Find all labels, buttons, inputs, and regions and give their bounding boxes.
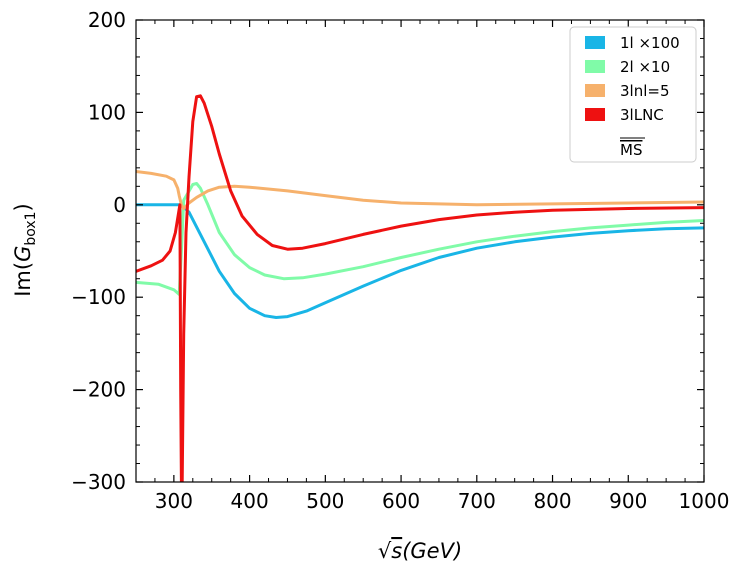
legend-entries: 1l ×100 2l ×10 3lnl=5 3lLNC [585,34,680,124]
y-axis-label-var: G [11,246,35,262]
plot-frame [135,19,705,483]
legend-extra-label: MS [620,141,642,159]
series-line-3llnc [136,94,704,482]
y-tick-label: 0 [113,193,126,217]
y-tick-label: 200 [88,8,126,32]
y-tick-label: −200 [71,378,126,402]
legend-label-3llnc: 3lLNC [620,106,664,124]
legend-swatch-3lnl-5 [585,84,605,97]
x-tick-label: 1000 [679,489,730,513]
y-axis-label-suffix: ) [11,203,35,211]
y-tick-label: −300 [71,470,126,494]
series-line-2l-10 [136,182,704,296]
series-layer [136,94,704,482]
legend: 1l ×100 2l ×10 3lnl=5 3lLNC MS [569,26,697,163]
legend-swatch-2l-10 [585,60,605,73]
legend-swatch-1l-100 [585,36,605,49]
x-tick-label: 300 [155,489,193,513]
x-axis-label-root: √ [378,539,392,563]
y-axis-label-sub: box1 [23,211,39,245]
series-line-1l-100 [136,203,704,319]
series-line-3lnl-5 [136,170,704,210]
x-axis-label-var: s [391,539,402,563]
y-axis-label-prefix: Im( [11,262,35,297]
y-tick-label: 100 [88,100,126,124]
x-tick-label: 700 [458,489,496,513]
legend-label-2l-10: 2l ×10 [620,58,670,76]
y-tick-label: −100 [71,285,126,309]
x-axis-label: √s(GeV) [378,539,462,563]
legend-extra-text: MS [620,141,642,159]
x-tick-label: 600 [382,489,420,513]
x-tick-label: 400 [231,489,269,513]
legend-label-1l-100: 1l ×100 [620,34,680,52]
x-tick-labels: 300 400 500 600 700 800 900 1000 [155,489,730,513]
x-tick-label: 800 [533,489,571,513]
x-axis-label-unit: (GeV) [402,539,462,563]
x-tick-label: 500 [306,489,344,513]
y-tick-labels: −300 −200 −100 0 100 200 [71,8,126,494]
legend-swatch-3llnc [585,108,605,121]
legend-label-3lnl-5: 3lnl=5 [620,82,670,100]
x-tick-label: 900 [609,489,647,513]
y-axis-label: Im(Gbox1) [11,203,39,297]
